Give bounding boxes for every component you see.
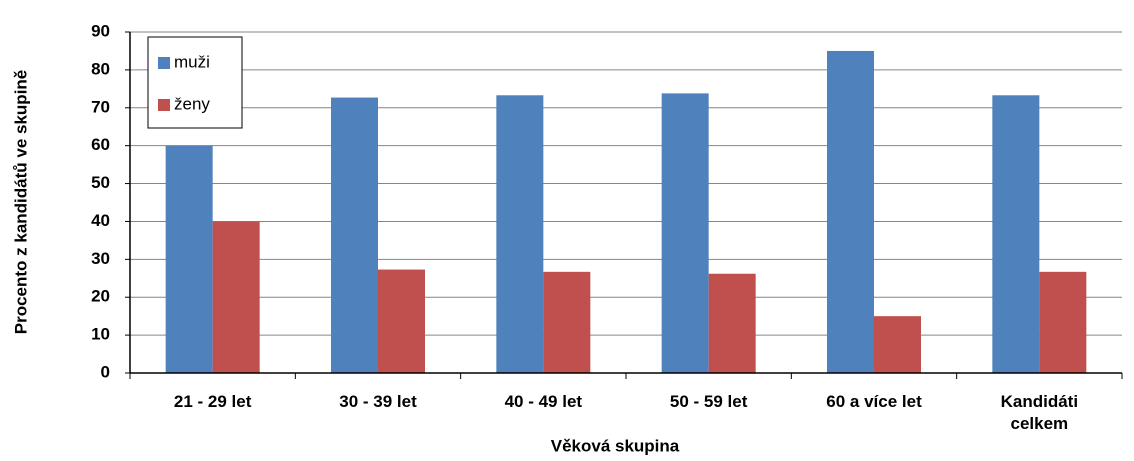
x-tick-label: 60 a více let [826,392,922,411]
legend-label: muži [174,52,210,71]
y-tick-label: 80 [91,59,110,78]
bar [212,221,260,373]
bar [496,95,544,373]
legend-swatch [158,99,170,111]
y-tick-label: 60 [91,135,110,154]
legend-box [147,36,243,129]
bar [378,269,425,373]
bar [661,93,709,373]
bar [165,145,213,373]
bar [992,95,1040,373]
y-tick-label: 40 [91,211,110,230]
bar [543,271,591,373]
x-tick-label: 21 - 29 let [173,392,252,411]
y-tick-label: 50 [91,173,110,192]
x-tick-label: 50 - 59 let [669,392,748,411]
y-tick-label: 90 [91,21,110,40]
x-tick-label: Kandidáti celkem [1000,392,1079,433]
x-tick-label: 40 - 49 let [504,392,583,411]
x-tick-label: 30 - 39 let [339,392,417,411]
x-axis-title: Věková skupina [551,436,680,455]
y-tick-label: 0 [101,362,110,381]
legend-swatch [158,57,170,69]
bar [1039,271,1087,373]
y-tick-label: 70 [91,97,110,116]
y-axis-title: Procento z kandidátů ve skupině [11,70,30,335]
y-tick-label: 10 [91,325,110,344]
legend-label: ženy [174,94,210,113]
y-tick-label: 20 [91,287,110,306]
bar [331,97,378,373]
bar [827,50,874,373]
bar [708,273,756,373]
bar [874,316,921,373]
y-tick-label: 30 [91,249,110,268]
